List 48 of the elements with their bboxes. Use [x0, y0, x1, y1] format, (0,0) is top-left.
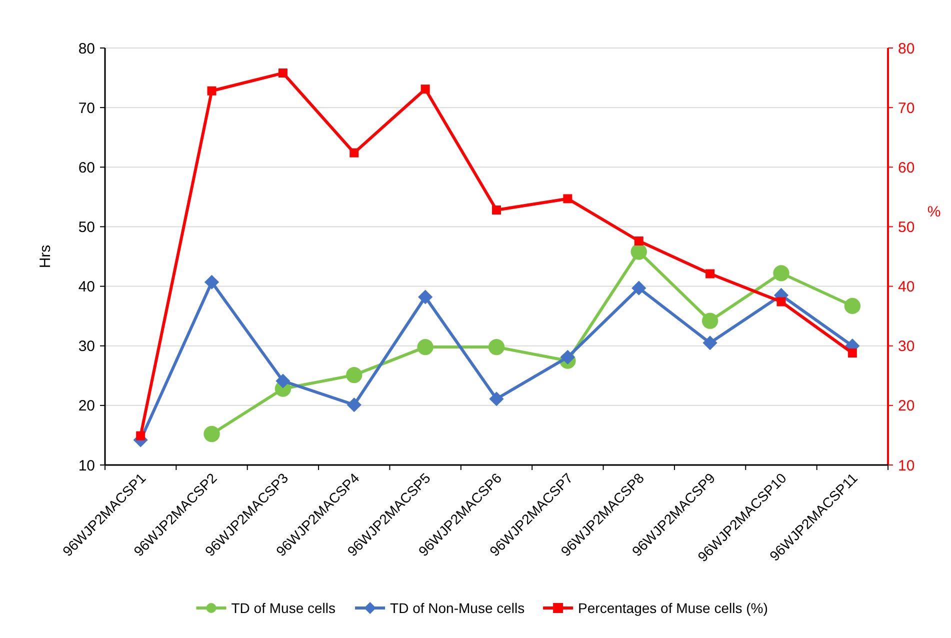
point: [773, 265, 790, 282]
point: [560, 350, 575, 364]
point: [489, 392, 504, 406]
point: [848, 348, 857, 358]
y-tick-label: 40: [78, 278, 95, 296]
point: [630, 244, 647, 260]
y2-tick-label: 70: [898, 100, 915, 117]
point: [346, 398, 362, 412]
point: [417, 338, 434, 356]
y2-tick-label: 40: [898, 278, 915, 296]
y-tick-label: 70: [78, 100, 95, 117]
y-tick-label: 20: [78, 398, 95, 415]
point: [492, 206, 501, 215]
point: [706, 269, 715, 278]
point: [418, 290, 433, 304]
point: [204, 426, 220, 442]
point: [207, 86, 216, 96]
point: [204, 274, 220, 290]
y-tick-label: 10: [78, 457, 95, 474]
y-tick-label: 80: [78, 40, 95, 58]
y2-tick-label: 60: [898, 159, 915, 176]
legend-label: Percentages of Muse cells (%): [578, 600, 768, 616]
y-tick-label: 30: [78, 338, 95, 356]
point: [420, 84, 430, 94]
point: [563, 194, 572, 204]
point: [776, 297, 786, 306]
point: [632, 280, 646, 296]
point: [276, 374, 290, 388]
point: [488, 338, 505, 356]
y-axis-title: Hrs: [37, 244, 54, 268]
y-tick-label: 50: [78, 218, 95, 236]
y2-tick-label: 50: [898, 218, 915, 236]
point: [634, 236, 644, 246]
legend-label: TD of Non-Muse cells: [390, 600, 525, 616]
y2-tick-label: 10: [898, 457, 915, 474]
point: [702, 336, 718, 350]
y2-tick-label: 20: [898, 398, 915, 415]
y2-axis-title: %: [927, 204, 941, 220]
y-tick-label: 60: [78, 159, 95, 176]
point: [702, 312, 718, 329]
y2-tick-label: 30: [898, 338, 915, 356]
point: [346, 366, 362, 384]
point: [350, 148, 359, 158]
point: [844, 298, 861, 314]
point: [136, 431, 146, 440]
legend-label: TD of Muse cells: [231, 600, 336, 616]
point: [278, 68, 288, 78]
y2-tick-label: 80: [898, 40, 915, 58]
